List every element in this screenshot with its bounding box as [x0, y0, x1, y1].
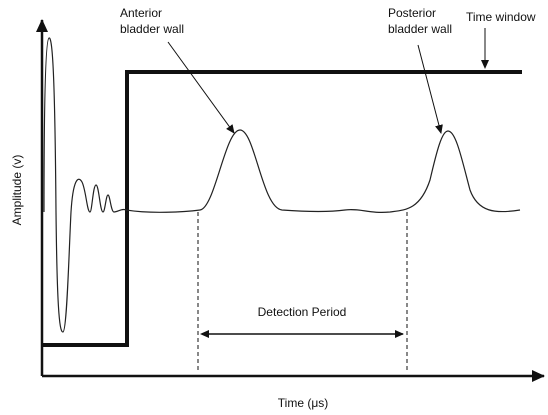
- posterior-label: bladder wall: [388, 22, 452, 36]
- y-axis-label: Amplitude (v): [10, 155, 24, 226]
- x-axis-label: Time (μs): [278, 396, 328, 410]
- time-window-line: [42, 70, 522, 347]
- anterior-label: bladder wall: [120, 22, 184, 36]
- anterior-arrow: [167, 41, 235, 134]
- posterior-label: Posterior: [388, 6, 436, 20]
- signal: [43, 37, 521, 333]
- detection-label: Detection Period: [258, 305, 347, 319]
- posterior-arrow: [417, 44, 443, 134]
- anterior-label: Anterior: [120, 6, 162, 20]
- time-window-label: Time window: [466, 10, 536, 24]
